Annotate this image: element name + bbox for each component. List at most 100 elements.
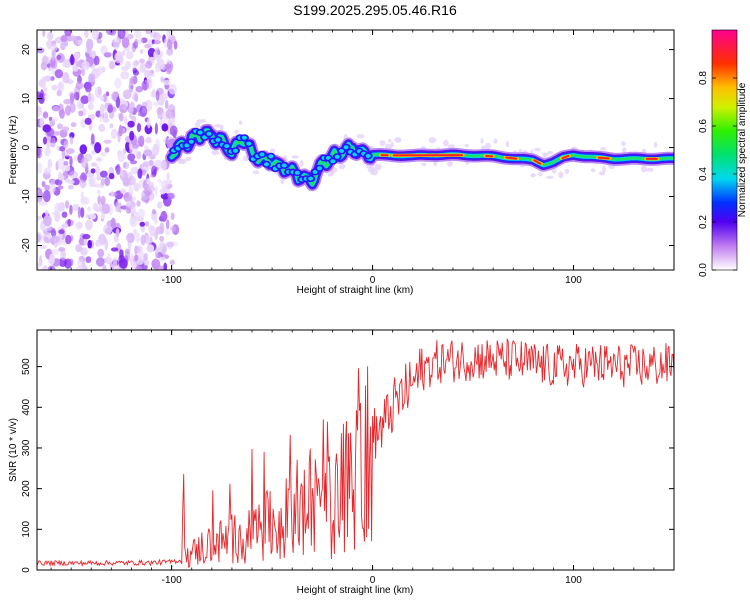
noise-blob — [135, 216, 144, 221]
noise-blob — [103, 118, 110, 123]
noise-blob — [134, 246, 137, 255]
noise-blob — [62, 126, 69, 132]
noise-blob — [128, 186, 133, 198]
noise-blob — [68, 180, 75, 185]
colorbar-tick-label: 0.6 — [698, 119, 709, 133]
signal-halo — [443, 140, 449, 147]
noise-blob — [105, 239, 109, 251]
noise-blob — [138, 136, 143, 145]
spectrogram-xtick-label: 100 — [565, 275, 582, 286]
signal-halo — [591, 168, 596, 172]
noise-blob — [38, 191, 44, 199]
noise-blob — [105, 227, 112, 234]
noise-blob — [97, 249, 104, 258]
noise-blob — [104, 52, 112, 57]
noise-blob — [57, 90, 62, 97]
noise-blob — [111, 92, 118, 102]
noise-blob — [85, 84, 92, 92]
noise-blob — [148, 186, 155, 193]
noise-blob — [93, 203, 98, 211]
signal-blob-core — [308, 177, 313, 181]
noise-blob — [75, 40, 78, 45]
noise-blob — [65, 105, 71, 116]
noise-blob — [171, 213, 175, 221]
signal-halo — [370, 169, 378, 176]
noise-blob — [145, 61, 152, 69]
noise-blob — [131, 216, 136, 225]
noise-blob — [120, 189, 126, 194]
track-core — [599, 158, 609, 159]
noise-blob — [52, 50, 56, 58]
noise-blob — [63, 61, 71, 68]
noise-blob — [153, 40, 161, 44]
noise-blob — [87, 206, 91, 211]
signal-halo — [506, 141, 510, 147]
noise-blob — [91, 162, 97, 166]
noise-blob — [107, 253, 111, 262]
noise-blob — [81, 157, 88, 169]
signal-blob-core — [335, 155, 340, 159]
spectrogram-ytick-label: 20 — [21, 44, 32, 56]
noise-blob — [147, 117, 151, 128]
noise-blob — [165, 63, 171, 69]
noise-blob — [107, 105, 113, 113]
signal-halo — [394, 137, 401, 143]
noise-blob — [65, 200, 69, 209]
noise-blob — [134, 254, 138, 261]
noise-blob — [161, 93, 168, 100]
noise-blob — [58, 229, 64, 234]
signal-blob-core — [264, 162, 269, 166]
noise-blob — [55, 69, 63, 78]
noise-blob — [124, 116, 128, 125]
noise-blob — [82, 234, 90, 239]
noise-blob — [133, 229, 137, 235]
noise-blob — [154, 232, 158, 240]
noise-blob — [137, 123, 141, 132]
signal-blob-core — [268, 154, 273, 158]
noise-blob — [58, 82, 63, 90]
noise-blob — [135, 266, 142, 273]
noise-blob — [82, 174, 87, 181]
noise-blob — [42, 265, 48, 273]
noise-blob — [130, 76, 137, 85]
signal-halo — [211, 150, 219, 155]
noise-blob — [70, 136, 73, 144]
signal-halo — [641, 166, 647, 173]
signal-halo — [292, 155, 299, 158]
noise-blob — [62, 165, 65, 172]
noise-blob — [78, 207, 81, 219]
noise-blob — [53, 131, 60, 136]
signal-halo — [330, 171, 334, 176]
noise-blob — [64, 28, 71, 37]
snr-ytick-label: 0 — [21, 567, 32, 573]
noise-blob — [37, 47, 45, 53]
noise-blob — [112, 39, 115, 47]
noise-blob — [119, 113, 124, 122]
noise-blob — [41, 76, 44, 85]
noise-blob — [95, 243, 102, 247]
spectrogram-xtick-label: -100 — [162, 275, 182, 286]
noise-blob — [70, 93, 74, 104]
noise-blob — [102, 104, 108, 111]
noise-blob — [127, 201, 131, 206]
noise-blob — [96, 157, 102, 162]
noise-blob — [128, 176, 136, 185]
signal-halo — [447, 160, 453, 167]
noise-blob — [100, 152, 106, 156]
noise-blob — [166, 219, 170, 229]
signal-blob-core — [242, 136, 247, 140]
noise-blob — [145, 221, 149, 227]
noise-blob — [140, 222, 146, 227]
noise-blob — [59, 247, 65, 251]
noise-blob — [120, 71, 129, 79]
noise-blob — [106, 26, 115, 35]
signal-halo — [421, 163, 427, 166]
noise-blob — [85, 256, 91, 263]
noise-blob — [132, 144, 139, 149]
noise-blob — [80, 95, 89, 104]
noise-blob — [130, 102, 135, 109]
noise-blob — [85, 220, 93, 231]
noise-blob — [174, 41, 178, 50]
noise-blob — [165, 179, 172, 184]
